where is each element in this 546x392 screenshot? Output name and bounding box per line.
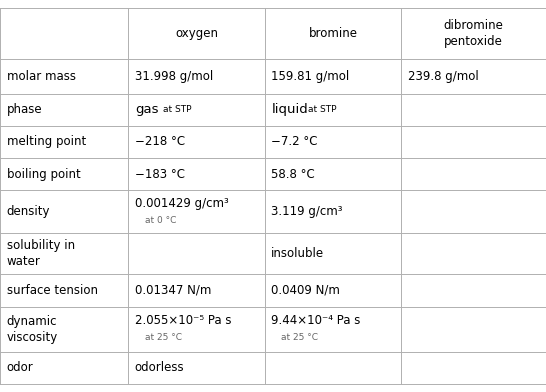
Text: gas: gas xyxy=(135,103,158,116)
Text: insoluble: insoluble xyxy=(271,247,324,260)
Text: 0.0409 N/m: 0.0409 N/m xyxy=(271,284,340,297)
Text: 2.055×10⁻⁵ Pa s: 2.055×10⁻⁵ Pa s xyxy=(135,314,232,327)
Text: odor: odor xyxy=(7,361,33,374)
Text: at STP: at STP xyxy=(308,105,337,114)
Text: surface tension: surface tension xyxy=(7,284,98,297)
Text: phase: phase xyxy=(7,103,42,116)
Text: 9.44×10⁻⁴ Pa s: 9.44×10⁻⁴ Pa s xyxy=(271,314,361,327)
Text: 239.8 g/mol: 239.8 g/mol xyxy=(408,70,479,83)
Text: −7.2 °C: −7.2 °C xyxy=(271,135,318,149)
Text: −183 °C: −183 °C xyxy=(135,167,185,181)
Text: liquid: liquid xyxy=(271,103,308,116)
Text: 0.01347 N/m: 0.01347 N/m xyxy=(135,284,211,297)
Text: −218 °C: −218 °C xyxy=(135,135,185,149)
Text: at 25 °C: at 25 °C xyxy=(145,333,182,342)
Text: 58.8 °C: 58.8 °C xyxy=(271,167,315,181)
Text: density: density xyxy=(7,205,50,218)
Text: at 25 °C: at 25 °C xyxy=(281,333,318,342)
Text: odorless: odorless xyxy=(135,361,185,374)
Text: boiling point: boiling point xyxy=(7,167,80,181)
Text: 3.119 g/cm³: 3.119 g/cm³ xyxy=(271,205,343,218)
Text: at 0 °C: at 0 °C xyxy=(145,216,176,225)
Text: dynamic
viscosity: dynamic viscosity xyxy=(7,315,58,343)
Text: at STP: at STP xyxy=(163,105,192,114)
Text: bromine: bromine xyxy=(308,27,358,40)
Text: melting point: melting point xyxy=(7,135,86,149)
Text: 31.998 g/mol: 31.998 g/mol xyxy=(135,70,213,83)
Text: molar mass: molar mass xyxy=(7,70,75,83)
Text: 159.81 g/mol: 159.81 g/mol xyxy=(271,70,349,83)
Text: dibromine
pentoxide: dibromine pentoxide xyxy=(444,19,503,48)
Text: 0.001429 g/cm³: 0.001429 g/cm³ xyxy=(135,196,229,210)
Text: oxygen: oxygen xyxy=(175,27,218,40)
Text: solubility in
water: solubility in water xyxy=(7,240,75,268)
